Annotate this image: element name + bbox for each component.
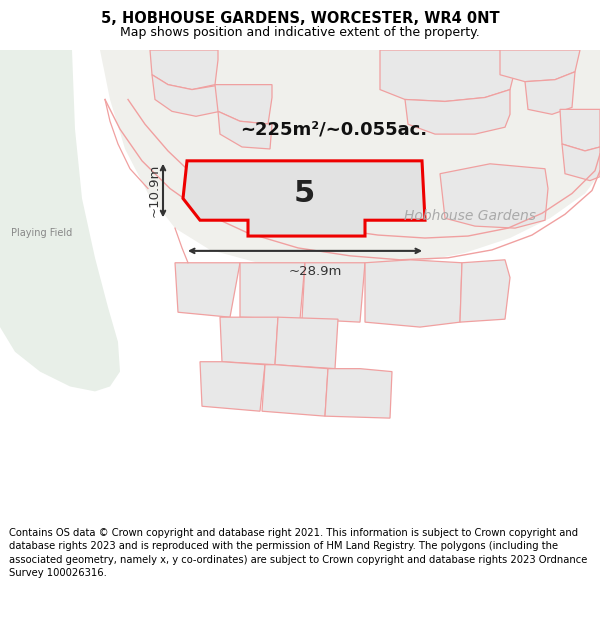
Polygon shape	[183, 161, 425, 236]
Polygon shape	[440, 164, 548, 228]
Polygon shape	[275, 317, 338, 369]
Polygon shape	[302, 262, 365, 322]
Text: ~28.9m: ~28.9m	[289, 265, 341, 278]
Polygon shape	[560, 109, 600, 151]
Polygon shape	[405, 89, 510, 134]
Polygon shape	[365, 260, 462, 327]
Polygon shape	[240, 262, 305, 319]
Text: ~10.9m: ~10.9m	[148, 164, 161, 217]
Polygon shape	[220, 317, 278, 364]
Polygon shape	[150, 50, 218, 89]
Polygon shape	[152, 75, 222, 116]
Polygon shape	[100, 50, 600, 268]
Polygon shape	[218, 111, 272, 149]
Polygon shape	[175, 262, 240, 317]
Polygon shape	[215, 84, 272, 124]
Text: Contains OS data © Crown copyright and database right 2021. This information is : Contains OS data © Crown copyright and d…	[9, 528, 587, 578]
Polygon shape	[380, 50, 515, 101]
Text: ~225m²/~0.055ac.: ~225m²/~0.055ac.	[240, 120, 427, 138]
Text: 5: 5	[294, 179, 315, 208]
Polygon shape	[562, 144, 600, 181]
Polygon shape	[325, 369, 392, 418]
Text: Hobhouse Gardens: Hobhouse Gardens	[404, 209, 536, 223]
Polygon shape	[200, 362, 265, 411]
Polygon shape	[500, 50, 580, 82]
Polygon shape	[460, 260, 510, 322]
Text: Map shows position and indicative extent of the property.: Map shows position and indicative extent…	[120, 26, 480, 39]
Polygon shape	[0, 50, 120, 391]
Polygon shape	[262, 364, 328, 416]
Text: Playing Field: Playing Field	[11, 228, 73, 238]
Polygon shape	[525, 72, 575, 114]
Text: 5, HOBHOUSE GARDENS, WORCESTER, WR4 0NT: 5, HOBHOUSE GARDENS, WORCESTER, WR4 0NT	[101, 11, 499, 26]
